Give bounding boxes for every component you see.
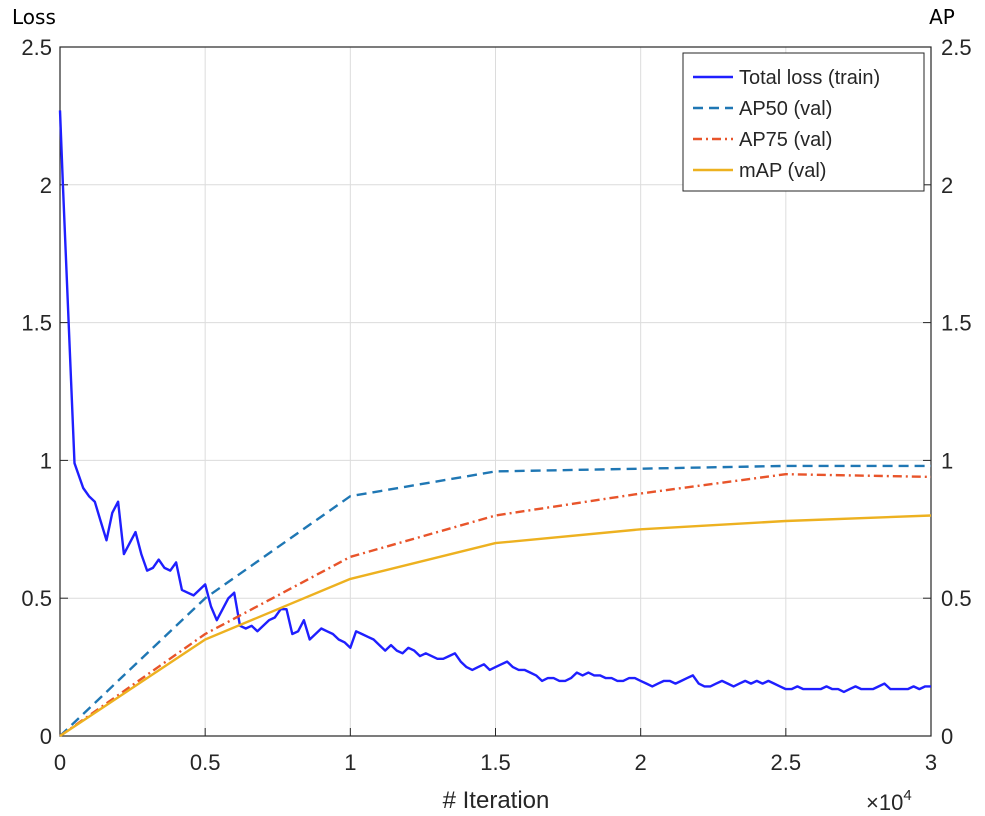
- x-tick-label: 3: [925, 750, 937, 775]
- y-tick-label-right: 1.5: [941, 311, 972, 336]
- series-line-3: [59, 514, 932, 737]
- series-line-0: [58, 110, 931, 694]
- right-axis-title: AP: [929, 5, 955, 29]
- x-axis-multiplier-base: ×10: [866, 790, 903, 815]
- y-tick-label-right: 2: [941, 173, 953, 198]
- y-tick-label-right: 0: [941, 724, 953, 749]
- legend-label: mAP (val): [739, 160, 826, 182]
- x-tick-label: 2: [635, 750, 647, 775]
- y-tick-label-left: 0.5: [21, 586, 52, 611]
- y-tick-label-left: 0: [40, 724, 52, 749]
- legend: Total loss (train) AP50 (val) AP75 (val) mA…: [682, 52, 925, 192]
- x-axis-multiplier: ×104: [866, 787, 912, 815]
- legend-label: AP75 (val): [739, 129, 832, 151]
- y-tick-label-right: 2.5: [941, 35, 972, 60]
- x-axis-multiplier-exponent: 4: [903, 787, 911, 804]
- y-tick-label-left: 1.5: [21, 311, 52, 336]
- legend-label: Total loss (train): [739, 67, 880, 89]
- y-tick-label-left: 2.5: [21, 35, 52, 60]
- y-tick-labels-left: 0 0.5 1 1.5 2 2.5: [21, 35, 52, 749]
- series-line-1: [59, 464, 931, 737]
- y-tick-label-right: 0.5: [941, 586, 972, 611]
- y-tick-label-left: 1: [40, 448, 52, 473]
- left-axis-title: Loss: [12, 5, 56, 29]
- x-tick-label: 1: [344, 750, 356, 775]
- x-tick-label: 0.5: [190, 750, 221, 775]
- series-line-2: [59, 473, 932, 737]
- x-tick-label: 0: [54, 750, 66, 775]
- y-tick-label-right: 1: [941, 448, 953, 473]
- y-tick-label-left: 2: [40, 173, 52, 198]
- x-axis-title: # Iteration: [443, 787, 550, 814]
- series-lines: [58, 110, 932, 737]
- x-tick-labels: 0 0.5 1 1.5 2 2.5 3: [54, 750, 937, 775]
- x-tick-label: 2.5: [771, 750, 802, 775]
- y-tick-labels-right: 0 0.5 1 1.5 2 2.5: [941, 35, 972, 749]
- legend-label: AP50 (val): [739, 98, 832, 120]
- x-tick-label: 1.5: [480, 750, 511, 775]
